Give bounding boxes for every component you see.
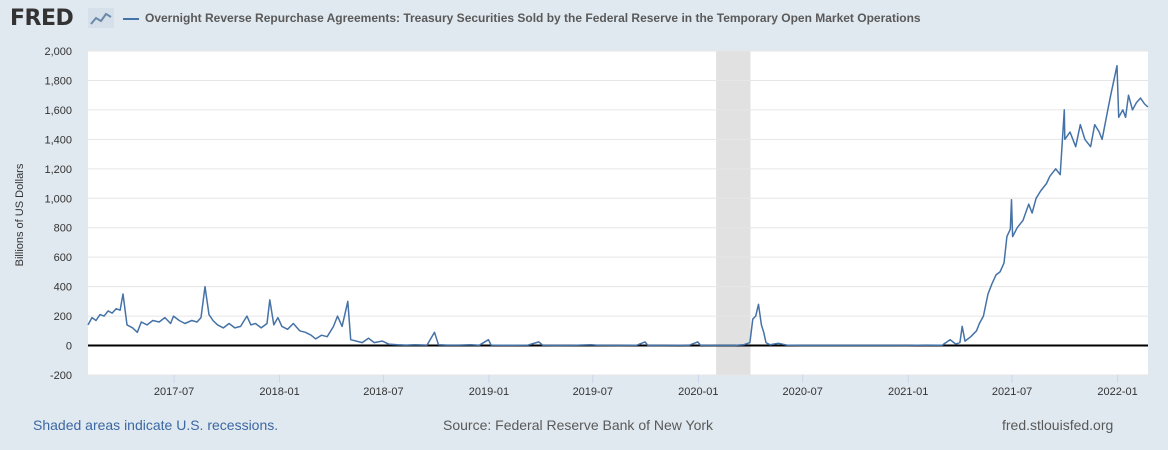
x-tick-label: 2018-07: [363, 386, 403, 398]
y-tick-label: 1,000: [44, 193, 72, 205]
x-tick-label: 2017-07: [154, 386, 194, 398]
x-tick-label: 2019-01: [469, 386, 509, 398]
y-axis-label: Billions of US Dollars: [14, 163, 26, 267]
y-tick-label: 1,800: [44, 75, 72, 87]
y-tick-label: 1,600: [44, 105, 72, 117]
y-tick-label: 200: [54, 311, 72, 323]
series-title[interactable]: Overnight Reverse Repurchase Agreements:…: [145, 11, 921, 25]
y-tick-label: 600: [54, 252, 72, 264]
y-tick-label: 800: [54, 223, 72, 235]
y-tick-label: 400: [54, 282, 72, 294]
site-link[interactable]: fred.stlouisfed.org: [1002, 417, 1114, 433]
chart-header: FRED Overnight Reverse Repurchase Agreem…: [0, 0, 1168, 40]
legend-swatch: [123, 18, 139, 20]
series-line: [87, 64, 1149, 347]
y-tick-label: 2,000: [44, 46, 72, 58]
x-tick-label: 2022-01: [1097, 386, 1137, 398]
recession-shade: [716, 51, 751, 375]
y-tick-label: 1,400: [44, 134, 72, 146]
fred-logo[interactable]: FRED: [10, 6, 74, 31]
y-tick-label: 1,200: [44, 164, 72, 176]
line-chart-icon: [88, 8, 114, 28]
x-tick-label: 2021-01: [888, 386, 928, 398]
plot-background: [88, 51, 1148, 375]
chart-area: -200 0 200 400 600 800 1,000 1,200 1,400 1,600 1,8…: [0, 40, 1168, 405]
x-tick-label: 2020-07: [783, 386, 823, 398]
y-tick-label: 0: [66, 341, 72, 353]
chart-svg: -200 0 200 400 600 800 1,000 1,200 1,400 1,600 1,8…: [44, 46, 1149, 398]
source-note: Source: Federal Reserve Bank of New York: [443, 417, 714, 433]
x-tick-label: 2021-07: [992, 386, 1032, 398]
x-tick-label: 2019-07: [573, 386, 613, 398]
y-tick-label: -200: [50, 370, 72, 382]
recession-note[interactable]: Shaded areas indicate U.S. recessions.: [33, 417, 279, 433]
x-tick-label: 2020-01: [678, 386, 718, 398]
x-tick-label: 2018-01: [259, 386, 299, 398]
